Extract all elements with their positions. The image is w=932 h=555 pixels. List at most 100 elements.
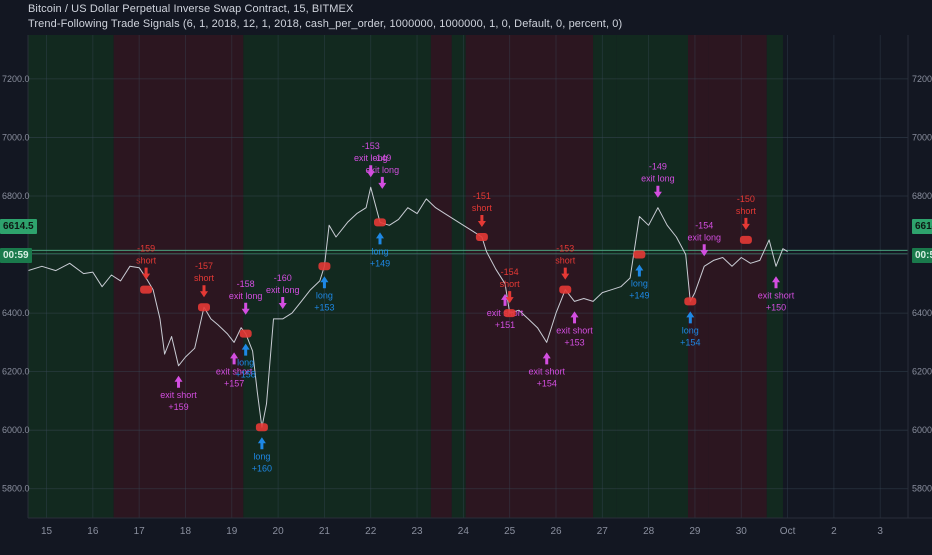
signal-label: -160 (274, 273, 292, 283)
x-tick-label: 30 (736, 526, 748, 537)
signal-position-marker (374, 218, 386, 227)
signal-label: exit short (160, 390, 197, 400)
signal-long: long +149 (370, 218, 390, 268)
signal-label: long (316, 290, 333, 300)
signal-arrow-down (477, 214, 486, 227)
signal-label: -154 (695, 220, 713, 230)
signal-position-marker (198, 303, 210, 312)
trend-region-bull (616, 35, 688, 518)
signal-short: -159 short (136, 244, 157, 294)
signal-position-marker (140, 285, 153, 294)
signal-exit-short: exit short +157 (216, 338, 253, 388)
signal-label: -154 (501, 267, 519, 277)
time-badge-left: 00:59 (0, 248, 32, 263)
signal-arrow-up (686, 311, 695, 324)
x-tick-label: 21 (319, 526, 331, 537)
signal-label: +153 (564, 337, 584, 347)
signal-exit-long: -154 exit long (687, 220, 721, 257)
signal-label: short (136, 256, 157, 266)
study-legend[interactable]: Trend-Following Trade Signals (6, 1, 201… (28, 18, 623, 30)
y-tick-label-right: 7000.0 (912, 132, 932, 142)
y-tick-label-left: 6800.0 (2, 191, 30, 201)
signal-label: -159 (137, 244, 155, 254)
signal-position-marker (318, 262, 331, 271)
signal-arrow-up (376, 232, 384, 245)
y-tick-label-left: 7000.0 (2, 132, 30, 142)
signal-arrow-down (653, 185, 662, 198)
signal-label: +154 (680, 337, 700, 347)
y-tick-label-right: 7200.0 (912, 74, 932, 84)
x-tick-label: 25 (504, 526, 516, 537)
y-tick-label-left: 5800.0 (2, 484, 30, 494)
signal-label: exit long (641, 174, 675, 184)
trend-region-bear (430, 35, 452, 518)
trend-region-bear (708, 35, 767, 518)
signal-label: long (371, 246, 388, 256)
signal-label: -153 (556, 244, 574, 254)
signal-label: short (472, 203, 493, 213)
time-badge-right: 00:59 (912, 248, 932, 263)
signal-label: long (682, 325, 699, 335)
signal-arrow-up (257, 437, 266, 450)
signal-position-marker (770, 262, 782, 270)
signal-exit-short: exit short +153 (556, 311, 593, 347)
signal-label: +150 (766, 302, 786, 312)
signal-label: exit long (266, 285, 300, 295)
signal-short: -154 short (500, 267, 520, 318)
signal-arrow-up (241, 343, 250, 356)
signal-label: -158 (237, 279, 255, 289)
signal-label: long (253, 451, 270, 461)
signal-arrow-up (230, 352, 239, 365)
signal-arrow-up (501, 293, 510, 306)
trend-regions (28, 35, 783, 518)
signal-exit-long: -149 exit long (366, 153, 400, 189)
x-tick-label: 16 (87, 526, 99, 537)
trend-region-bull (28, 35, 114, 518)
signal-label: +154 (537, 378, 557, 388)
signal-arrow-up (174, 375, 183, 388)
signal-position-marker (255, 423, 268, 432)
signal-label: -151 (473, 191, 491, 201)
signal-label: exit short (556, 325, 593, 335)
signal-position-marker (652, 204, 664, 212)
signal-arrow-up (772, 276, 780, 289)
signal-label: short (555, 256, 576, 266)
y-tick-label-left: 7200.0 (2, 74, 30, 84)
signal-short: -150 short (736, 194, 756, 244)
signal-arrow-up (570, 311, 579, 324)
trade-signals: -159 short exit short +159 -157 short exit sho… (136, 141, 795, 473)
price-series (27, 186, 788, 428)
signal-label: -149 (373, 153, 391, 163)
signal-position-marker (240, 321, 252, 329)
signal-arrow-down (741, 217, 750, 230)
signal-position-marker (228, 338, 240, 346)
y-tick-label-right: 6200.0 (912, 367, 932, 377)
signal-label: +159 (168, 402, 188, 412)
signal-label: -150 (737, 194, 755, 204)
signal-position-marker (559, 285, 572, 294)
signal-position-marker (365, 183, 377, 191)
signal-short: -151 short (472, 191, 493, 241)
x-tick-label: 2 (831, 526, 837, 537)
signal-long: long +158 (236, 329, 256, 380)
signal-arrow-up (542, 352, 551, 365)
x-tick-label: 20 (273, 526, 285, 537)
signal-arrow-down (241, 302, 250, 315)
signal-arrow-down (200, 285, 208, 298)
signal-arrow-down (378, 176, 387, 189)
signal-short: -153 short (555, 244, 576, 294)
signal-label: exit long (366, 165, 400, 175)
trend-region-bull (593, 35, 617, 518)
x-tick-label: 22 (365, 526, 377, 537)
signal-label: -153 (362, 141, 380, 151)
signal-arrow-up (320, 276, 329, 289)
signal-label: exit short (758, 290, 795, 300)
x-tick-label: 3 (877, 526, 883, 537)
x-tick-label: Oct (780, 526, 796, 537)
signal-label: exit long (229, 291, 263, 301)
trend-region-bull (766, 35, 783, 518)
signal-long: long +160 (252, 423, 272, 473)
signal-label: +160 (252, 463, 272, 473)
